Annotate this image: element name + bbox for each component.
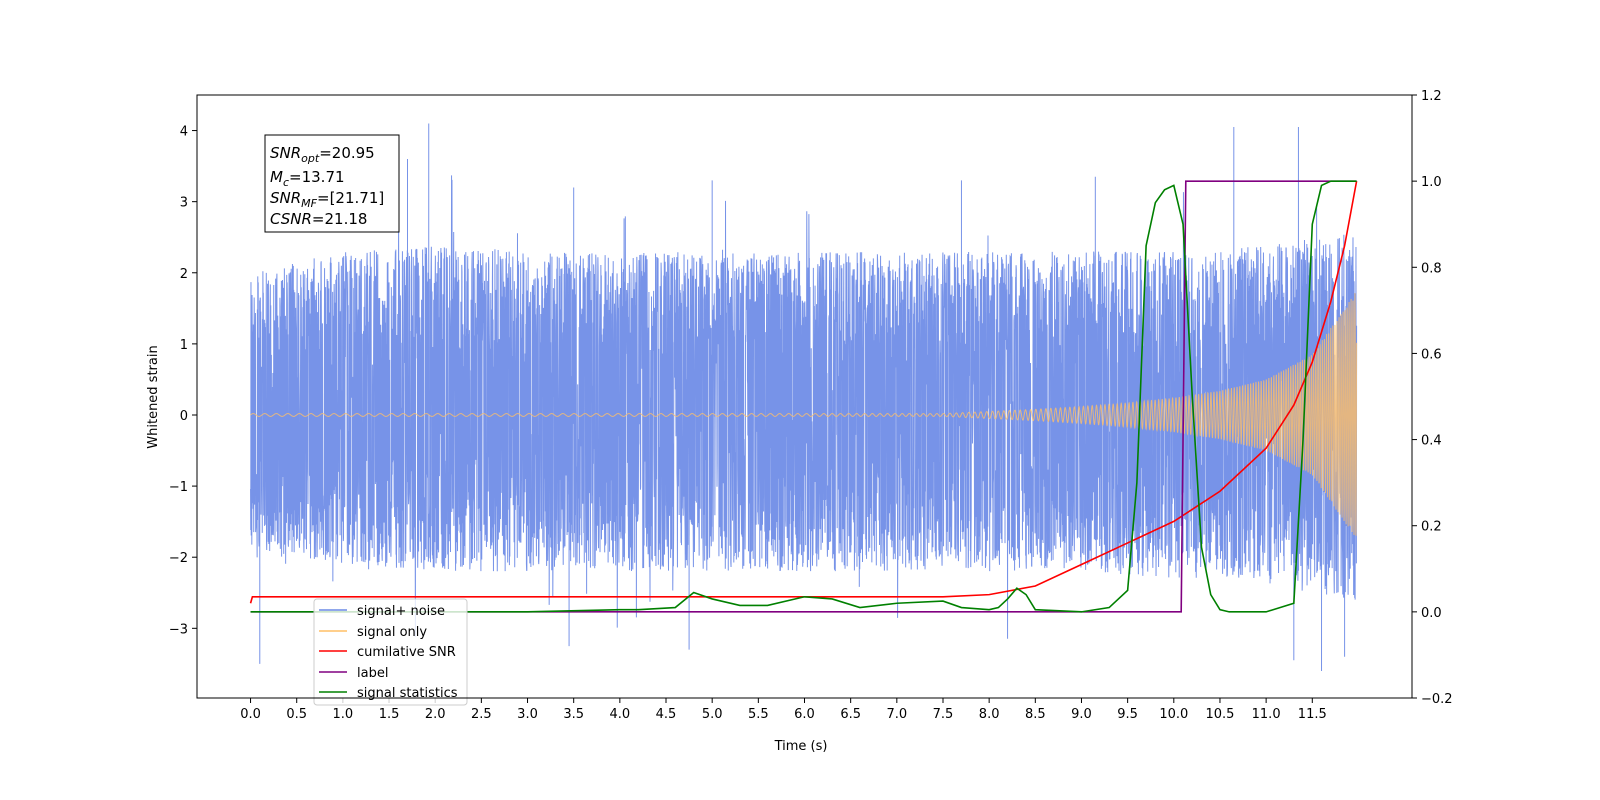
y-right-tick-label: 0.2 — [1421, 520, 1442, 535]
series-cumulative-snr — [249, 180, 1358, 604]
y-right-tick-label: 0.8 — [1421, 261, 1442, 276]
y-right-tick-label: 0.6 — [1421, 347, 1442, 362]
axes: 0.0 0.5 1.0 1.5 2.0 2.5 3.0 3.5 4.0 4.5 5.0 5.5 6.0 6… — [169, 89, 1453, 722]
y-left-tick-label: 4 — [180, 125, 188, 140]
legend-label-signal-statistics: signal statistics — [357, 686, 458, 701]
annotation-box: SNRopt=20.95 Mc=13.71 SNRMF=[21.71] CSNR… — [264, 134, 400, 233]
x-tick-label: 4.0 — [610, 707, 631, 722]
plot-area — [249, 123, 1358, 671]
annotation-line-snr-opt: SNRopt=20.95 — [270, 144, 375, 165]
annotation-line-snr-mf: SNRMF=[21.71] — [270, 189, 384, 210]
x-tick-label: 8.0 — [979, 707, 1000, 722]
x-tick-label: 9.5 — [1117, 707, 1138, 722]
legend-label-signal-only: signal only — [357, 625, 427, 640]
y-right-tick-label: 1.2 — [1421, 89, 1442, 104]
x-tick-label: 0.5 — [286, 707, 307, 722]
legend-frame — [313, 598, 468, 706]
y-right-tick-label: −0.2 — [1421, 692, 1453, 707]
annotation-frame — [264, 134, 400, 233]
x-tick-label: 8.5 — [1025, 707, 1046, 722]
y-axis-label: Whitened strain — [146, 345, 161, 448]
y-left-tick-label: −3 — [169, 622, 188, 637]
series-signal-only — [250, 293, 1358, 536]
plot-frame — [196, 94, 1413, 699]
series-label — [250, 180, 1357, 613]
x-tick-label: 5.0 — [702, 707, 723, 722]
legend: signal+ noise signal only cumilative SNR… — [313, 598, 468, 706]
series-signal-statistics — [250, 180, 1357, 613]
x-tick-label: 3.0 — [517, 707, 538, 722]
annotation-line-csnr: CSNR=21.18 — [270, 210, 367, 228]
x-tick-label: 9.0 — [1071, 707, 1092, 722]
y-left-tick-label: 2 — [180, 267, 188, 282]
x-tick-label: 3.5 — [563, 707, 584, 722]
y-left-tick-label: 0 — [180, 409, 188, 424]
y-left-tick-label: −1 — [169, 480, 188, 495]
x-tick-label: 4.5 — [656, 707, 677, 722]
annotation-line-mc: Mc=13.71 — [270, 168, 345, 189]
x-tick-label: 1.0 — [333, 707, 354, 722]
series-signal-noise — [250, 123, 1358, 671]
x-tick-label: 0.0 — [240, 707, 261, 722]
x-axis-label: Time (s) — [774, 739, 828, 754]
x-tick-label: 7.0 — [886, 707, 907, 722]
y-left-tick-label: 3 — [180, 196, 188, 211]
x-tick-label: 6.5 — [840, 707, 861, 722]
y-left-tick-label: 1 — [180, 338, 188, 353]
x-tick-label: 11.5 — [1298, 707, 1327, 722]
y-left-tick-label: −2 — [169, 551, 188, 566]
x-tick-label: 10.0 — [1159, 707, 1188, 722]
y-right-tick-label: 1.0 — [1421, 175, 1442, 190]
legend-label-signal-noise: signal+ noise — [357, 604, 445, 619]
legend-label-cumulative-snr: cumilative SNR — [357, 645, 456, 660]
legend-label-label: label — [357, 666, 388, 681]
x-tick-label: 7.5 — [933, 707, 954, 722]
x-tick-label: 1.5 — [379, 707, 400, 722]
y-right-tick-label: 0.0 — [1421, 606, 1442, 621]
x-tick-label: 5.5 — [748, 707, 769, 722]
x-tick-label: 6.0 — [794, 707, 815, 722]
x-tick-label: 11.0 — [1252, 707, 1281, 722]
x-tick-label: 2.0 — [425, 707, 446, 722]
x-tick-label: 10.5 — [1205, 707, 1234, 722]
y-right-tick-label: 0.4 — [1421, 434, 1442, 449]
x-tick-label: 2.5 — [471, 707, 492, 722]
